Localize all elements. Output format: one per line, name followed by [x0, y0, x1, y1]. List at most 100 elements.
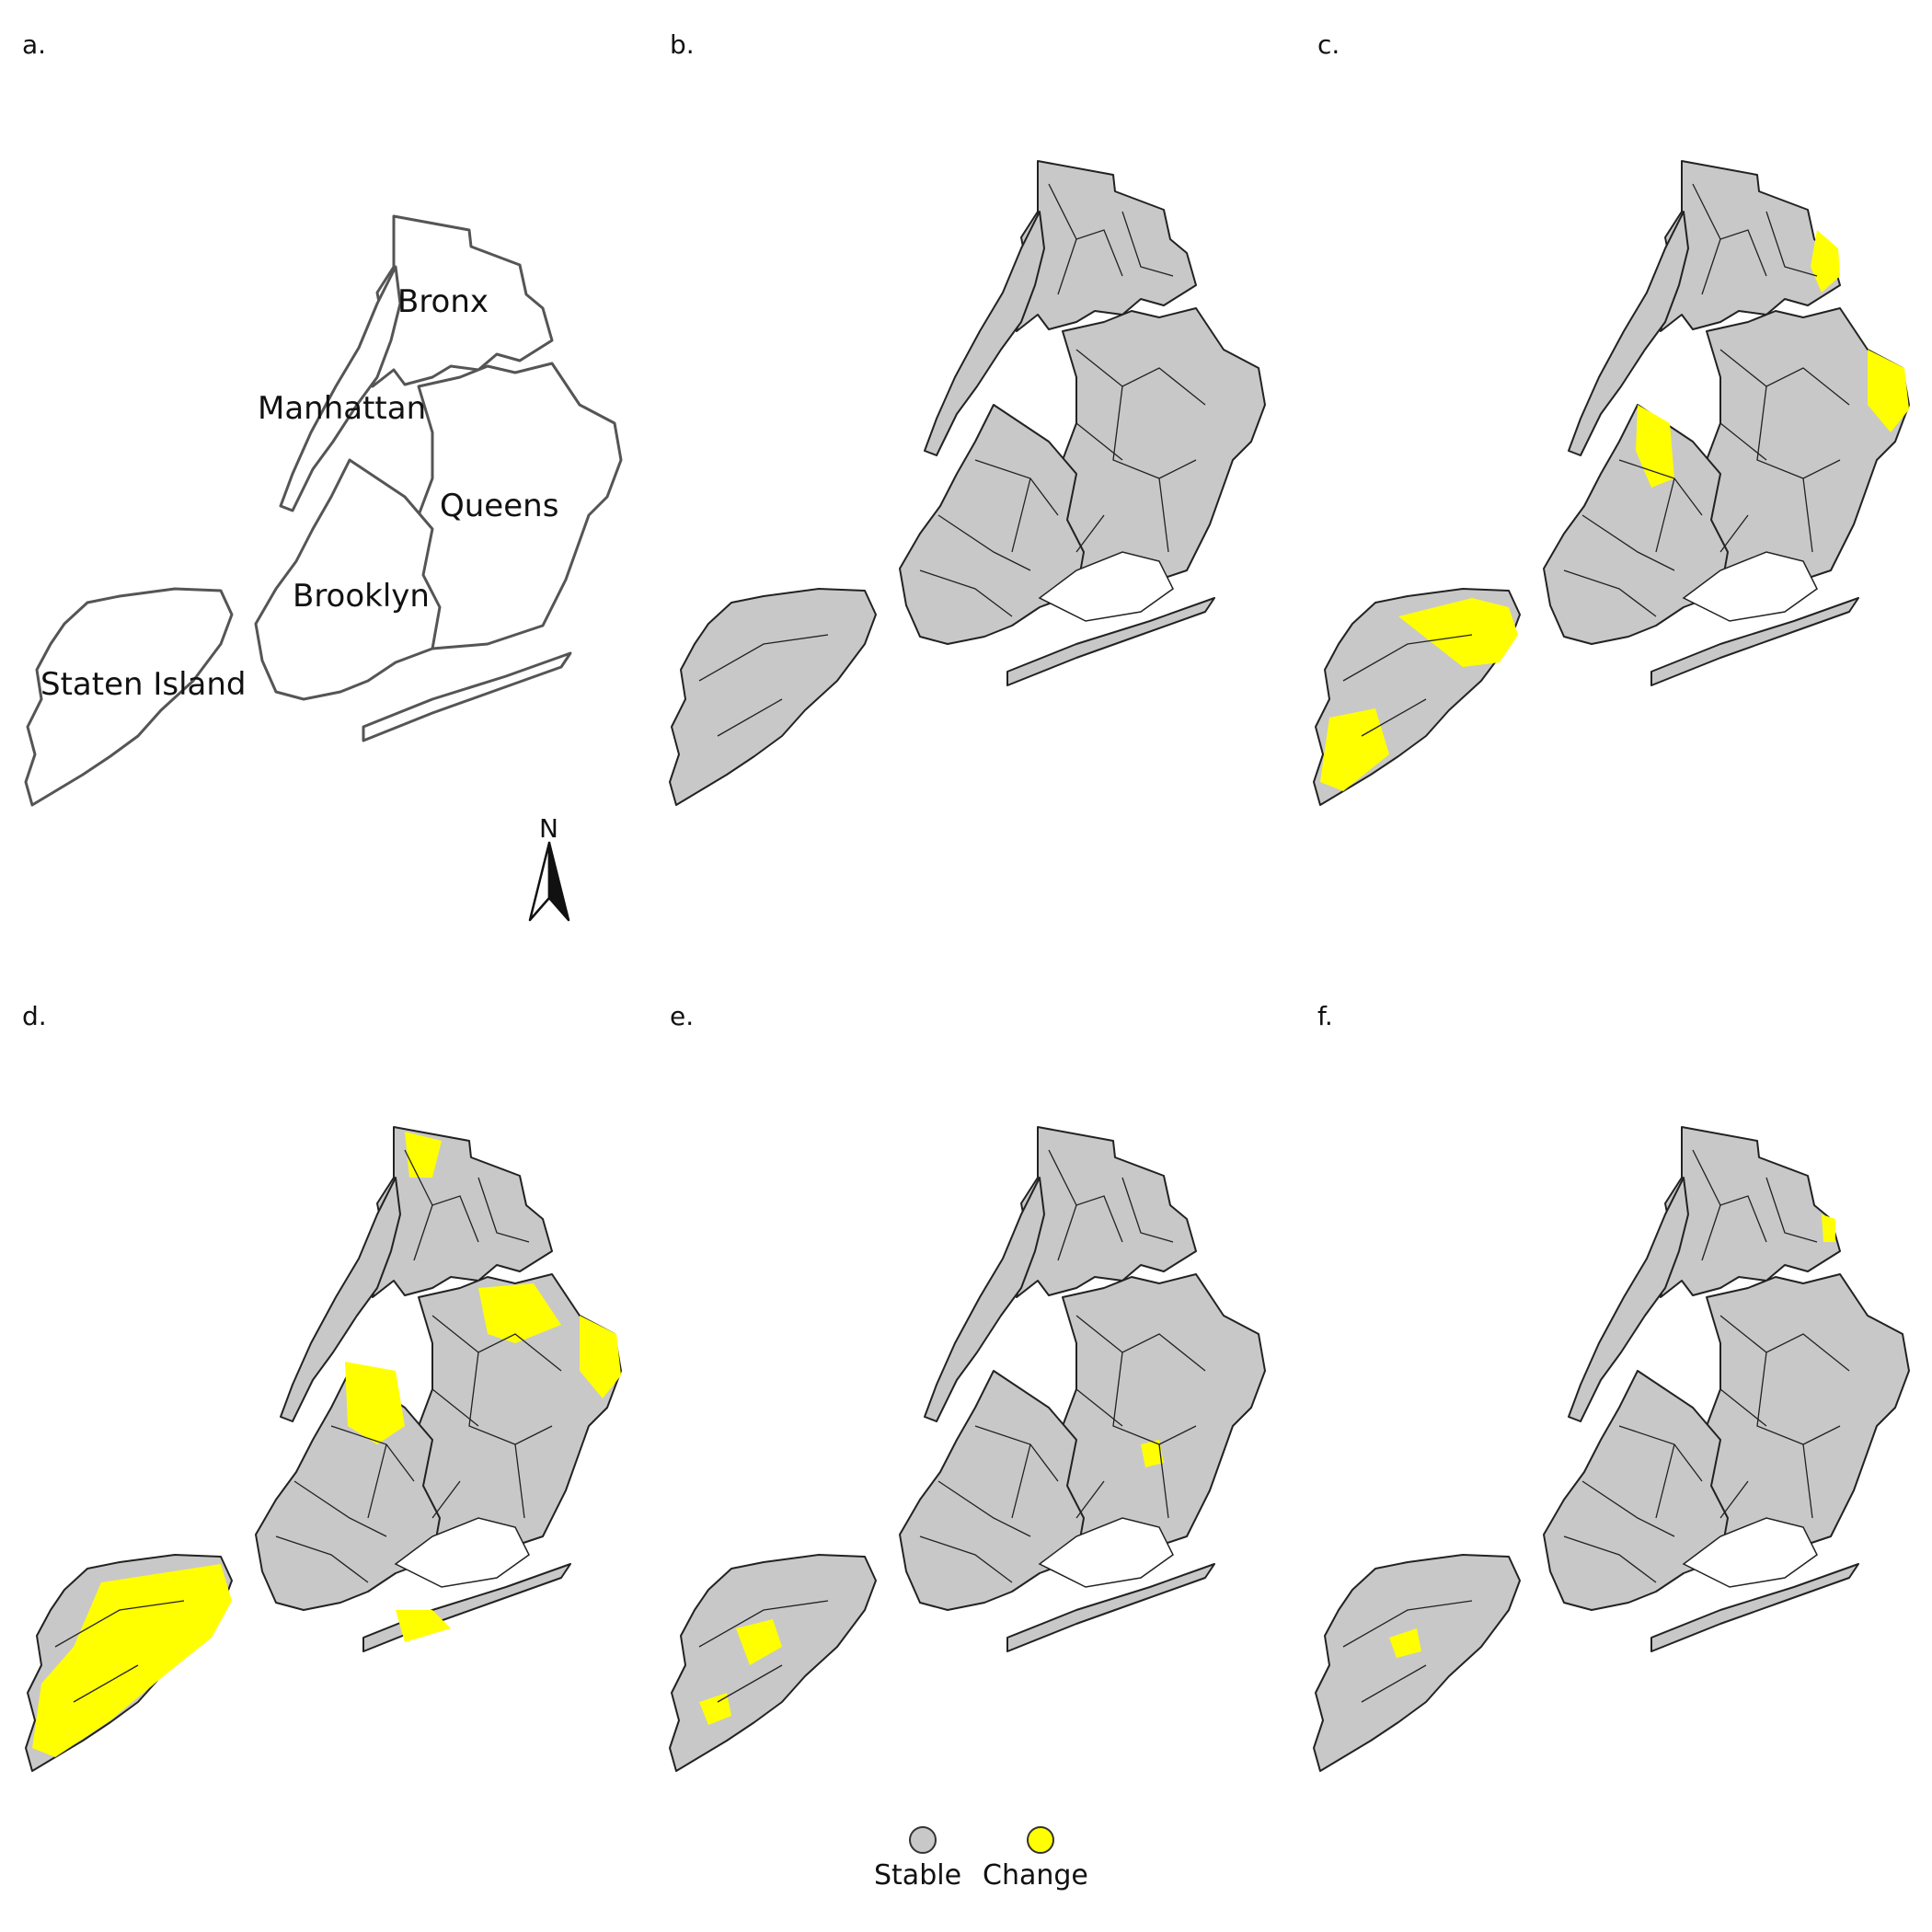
- change-area-f-1: [1822, 1214, 1835, 1242]
- district-line-e-4: [1112, 1351, 1197, 1445]
- district-line-e-5: [1075, 1388, 1123, 1427]
- change-area-d-2: [345, 1362, 405, 1444]
- district-line-f-9: [1581, 1480, 1675, 1537]
- outline-manhattan: [279, 265, 402, 512]
- water-jamaica-bay-c: [1682, 551, 1818, 622]
- panel-label-a: a.: [22, 29, 47, 60]
- district-line-c-4: [1756, 385, 1841, 479]
- region-si-b: [669, 588, 877, 806]
- district-line-e-9: [937, 1480, 1031, 1537]
- legend: Stable Change: [874, 1826, 1113, 1900]
- district-line-d-4: [468, 1351, 553, 1445]
- district-line-f-6: [1802, 1443, 1813, 1519]
- district-line-b-2: [1121, 211, 1174, 277]
- district-line-f-7: [1719, 1480, 1749, 1519]
- change-area-c-3: [1868, 350, 1909, 432]
- map-b: [669, 160, 1266, 806]
- outline-staten-island: [24, 587, 234, 807]
- district-line-e-7: [1075, 1480, 1105, 1519]
- district-line-e-2: [1121, 1177, 1174, 1243]
- district-line-b-5: [1075, 422, 1123, 461]
- district-line-c-7: [1719, 514, 1749, 553]
- legend-label-stable: Stable: [874, 1859, 962, 1892]
- district-line-b-1: [1057, 238, 1077, 295]
- district-line-b-11: [1011, 477, 1031, 553]
- district-line-c-6: [1802, 477, 1813, 553]
- change-area-d-1: [405, 1132, 442, 1178]
- change-area-f-0: [1389, 1628, 1421, 1658]
- water-jamaica-bay-f: [1682, 1517, 1818, 1588]
- panel-label-d: d.: [22, 1001, 47, 1031]
- region-bk-b: [899, 404, 1085, 645]
- district-line-d-1: [413, 1204, 433, 1261]
- district-line-e-11: [1011, 1443, 1031, 1519]
- borough-label-staten-island: Staten Island: [40, 666, 247, 703]
- map-f: [1313, 1126, 1910, 1772]
- district-line-c-1: [1701, 238, 1721, 295]
- borough-label-manhattan: Manhattan: [258, 390, 427, 427]
- district-line-f-3: [1719, 1315, 1850, 1372]
- change-area-c-1: [1320, 708, 1389, 791]
- district-line-e-6: [1158, 1443, 1169, 1519]
- district-line-f-5: [1719, 1388, 1767, 1427]
- change-area-e-0: [736, 1619, 782, 1665]
- panel-label-e: e.: [670, 1001, 695, 1031]
- map-panel-c: [1288, 0, 1932, 920]
- region-si-f: [1313, 1554, 1521, 1772]
- district-line-b-7: [1075, 514, 1105, 553]
- change-area-e-1: [699, 1693, 731, 1725]
- region-rock-b: [1006, 597, 1215, 686]
- district-line-c-13: [1361, 698, 1427, 737]
- district-line-d-11: [367, 1443, 387, 1519]
- region-manh-e: [924, 1177, 1045, 1422]
- water-jamaica-bay-e: [1038, 1517, 1174, 1588]
- district-line-d-10: [275, 1535, 369, 1583]
- district-line-b-9: [937, 514, 1031, 571]
- district-line-c-10: [1563, 569, 1657, 617]
- district-line-d-5: [431, 1388, 479, 1427]
- district-line-c-9: [1581, 514, 1675, 571]
- district-line-b-3: [1075, 349, 1206, 406]
- change-area-d-5: [396, 1610, 451, 1642]
- change-area-c-4: [1636, 405, 1674, 488]
- district-line-b-13: [717, 698, 783, 737]
- region-bk-c: [1543, 404, 1729, 645]
- district-line-d-0: [404, 1149, 479, 1243]
- outline-rockaway: [362, 651, 572, 742]
- change-area-e-2: [1141, 1440, 1164, 1467]
- land-b: [669, 160, 1266, 806]
- district-line-f-0: [1692, 1149, 1767, 1243]
- water-jamaica-bay-d: [394, 1517, 530, 1588]
- map-c: [1313, 160, 1910, 806]
- district-line-b-12: [698, 634, 829, 682]
- region-bk-f: [1543, 1370, 1729, 1611]
- region-manh-f: [1568, 1177, 1689, 1422]
- district-line-d-12: [54, 1600, 185, 1648]
- district-line-f-10: [1563, 1535, 1657, 1583]
- north-arrow-icon: [528, 841, 570, 922]
- district-line-e-12: [698, 1600, 829, 1648]
- district-line-e-0: [1048, 1149, 1123, 1243]
- change-area-c-0: [1398, 598, 1518, 667]
- district-line-d-13: [73, 1664, 139, 1703]
- region-si-e: [669, 1554, 877, 1772]
- region-rock-f: [1650, 1563, 1859, 1652]
- district-line-c-11: [1655, 477, 1675, 553]
- region-rock-e: [1006, 1563, 1215, 1652]
- legend-label-change: Change: [983, 1859, 1088, 1892]
- district-line-f-2: [1765, 1177, 1818, 1243]
- map-panel-d: [0, 966, 644, 1886]
- map-panel-f: [1288, 966, 1932, 1886]
- district-line-f-12: [1342, 1600, 1473, 1648]
- region-manh-d: [280, 1177, 401, 1422]
- district-line-c-0: [1692, 183, 1767, 277]
- district-line-d-7: [431, 1480, 461, 1519]
- panel-label-b: b.: [670, 29, 695, 60]
- north-arrow-label: N: [539, 813, 558, 844]
- district-line-b-0: [1048, 183, 1123, 277]
- district-line-c-2: [1765, 211, 1818, 277]
- change-area-d-3: [478, 1283, 561, 1343]
- district-line-e-1: [1057, 1204, 1077, 1261]
- change-area-d-0: [32, 1564, 232, 1757]
- land-f: [1313, 1126, 1910, 1772]
